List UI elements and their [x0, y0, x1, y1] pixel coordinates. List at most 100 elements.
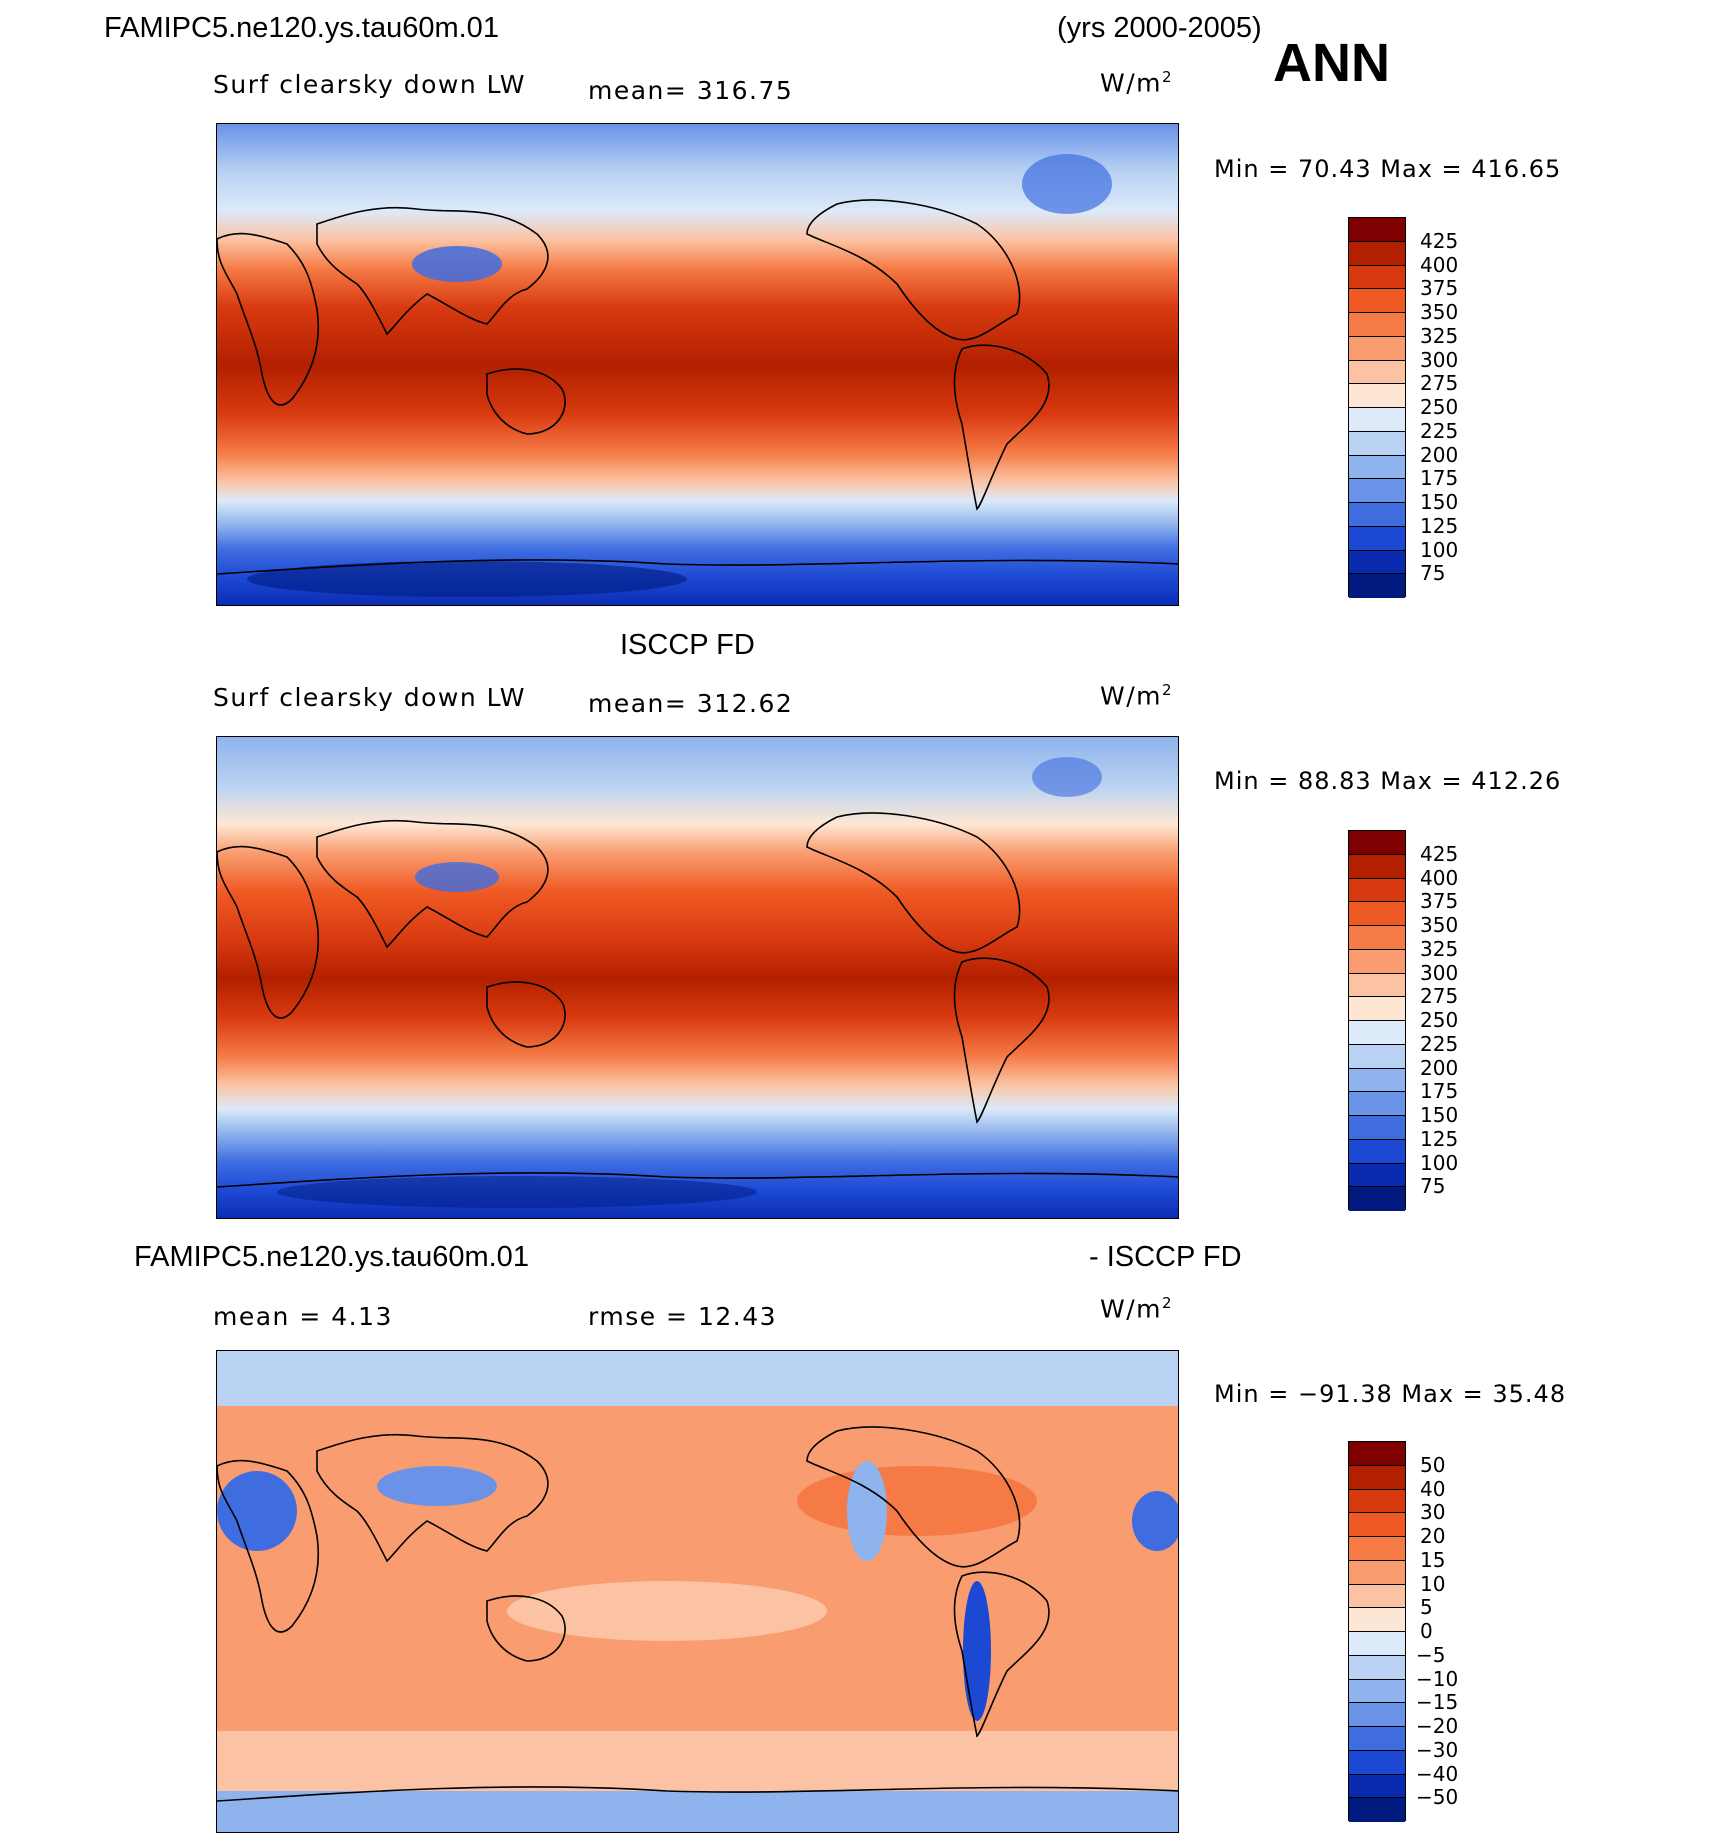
colorbar-tick-label: 10	[1420, 1571, 1446, 1596]
colorbar-swatch	[1349, 1537, 1405, 1561]
panel1-mean-label: mean= 316.75	[588, 76, 794, 105]
colorbar-tick-label: 175	[1420, 1079, 1459, 1104]
colorbar-swatch	[1349, 1442, 1405, 1466]
colorbar-swatch	[1349, 503, 1405, 527]
colorbar-swatch	[1349, 997, 1405, 1021]
colorbar-swatch	[1349, 384, 1405, 408]
panel3-title-right: - ISCCP FD	[1089, 1241, 1242, 1273]
colorbar-tick-label: 200	[1420, 442, 1459, 467]
colorbar-tick-label: 325	[1420, 323, 1459, 348]
colorbar-swatch	[1349, 1655, 1405, 1680]
colorbar-tick-label: 125	[1420, 513, 1459, 538]
colorbar-tick-label: 425	[1420, 841, 1459, 866]
colorbar-swatch	[1349, 289, 1405, 313]
colorbar-tick-label: 400	[1420, 252, 1459, 277]
colorbar-tick-label: 300	[1420, 347, 1459, 372]
panel2-min-max: Min = 88.83 Max = 412.26	[1214, 767, 1562, 795]
colorbar-tick-label: 5	[1420, 1595, 1433, 1620]
colorbar-swatch	[1349, 1092, 1405, 1116]
panel3-colorbar	[1348, 1441, 1406, 1822]
case-title: FAMIPC5.ne120.ys.tau60m.01	[104, 12, 499, 44]
colorbar-tick-label: 125	[1420, 1126, 1459, 1151]
colorbar-swatch	[1349, 1513, 1405, 1537]
panel1-variable-label: Surf clearsky down LW	[213, 70, 527, 99]
colorbar-tick-label: 200	[1420, 1055, 1459, 1080]
panel1-map	[216, 123, 1179, 606]
colorbar-tick-label: −10	[1416, 1666, 1459, 1691]
colorbar-swatch	[1349, 241, 1405, 266]
colorbar-swatch	[1349, 1068, 1405, 1093]
colorbar-tick-label: 75	[1420, 561, 1446, 586]
panel2-variable-label: Surf clearsky down LW	[213, 683, 527, 712]
panel3-min-max: Min = −91.38 Max = 35.48	[1214, 1380, 1567, 1408]
panel2-title: ISCCP FD	[620, 629, 755, 661]
colorbar-tick-label: 50	[1420, 1452, 1446, 1477]
colorbar-swatch	[1349, 949, 1405, 974]
colorbar-swatch	[1349, 218, 1405, 242]
colorbar-tick-label: 150	[1420, 1103, 1459, 1127]
colorbar-tick-label: −50	[1416, 1785, 1459, 1810]
colorbar-swatch	[1349, 574, 1405, 598]
colorbar-swatch	[1349, 313, 1405, 337]
colorbar-swatch	[1349, 1116, 1405, 1140]
colorbar-swatch	[1349, 1727, 1405, 1751]
colorbar-tick-label: 350	[1420, 913, 1459, 937]
panel1-min-max: Min = 70.43 Max = 416.65	[1214, 155, 1562, 183]
panel2-map	[216, 736, 1179, 1219]
panel2-mean-label: mean= 312.62	[588, 689, 794, 718]
colorbar-swatch	[1349, 902, 1405, 926]
colorbar-swatch	[1349, 1703, 1405, 1727]
panel2-colorbar	[1348, 830, 1406, 1211]
colorbar-swatch	[1349, 265, 1405, 290]
coastlines	[217, 199, 1178, 575]
years-label: (yrs 2000-2005)	[1057, 12, 1262, 44]
colorbar-swatch	[1349, 1750, 1405, 1775]
colorbar-swatch	[1349, 1584, 1405, 1609]
colorbar-swatch	[1349, 1560, 1405, 1585]
colorbar-tick-label: 275	[1420, 984, 1459, 1009]
colorbar-tick-label: −15	[1416, 1690, 1459, 1715]
colorbar-swatch	[1349, 360, 1405, 385]
colorbar-tick-label: 40	[1420, 1476, 1446, 1501]
colorbar-tick-label: 15	[1420, 1547, 1446, 1572]
colorbar-swatch	[1349, 1139, 1405, 1164]
colorbar-tick-label: 275	[1420, 371, 1459, 396]
colorbar-tick-label: −30	[1416, 1737, 1459, 1762]
colorbar-swatch	[1349, 526, 1405, 551]
colorbar-tick-label: 175	[1420, 466, 1459, 491]
greenland-cold-region	[1022, 154, 1112, 214]
colorbar-swatch	[1349, 408, 1405, 432]
colorbar-swatch	[1349, 1798, 1405, 1822]
colorbar-tick-label: 350	[1420, 300, 1459, 324]
colorbar-swatch	[1349, 854, 1405, 879]
colorbar-swatch	[1349, 455, 1405, 480]
colorbar-tick-label: 250	[1420, 1008, 1459, 1032]
colorbar-tick-label: 100	[1420, 1150, 1459, 1175]
colorbar-swatch	[1349, 1774, 1405, 1799]
colorbar-tick-label: 375	[1420, 889, 1459, 914]
antarctic-cold-region	[247, 561, 687, 597]
colorbar-swatch	[1349, 1489, 1405, 1514]
colorbar-tick-label: −40	[1416, 1761, 1459, 1786]
colorbar-tick-label: 400	[1420, 865, 1459, 890]
colorbar-swatch	[1349, 1187, 1405, 1211]
panel1-units: W/m2	[1100, 68, 1174, 98]
colorbar-tick-label: 0	[1420, 1619, 1433, 1643]
colorbar-swatch	[1349, 1679, 1405, 1704]
panel3-mean-label: mean = 4.13	[213, 1302, 393, 1331]
colorbar-tick-label: 300	[1420, 960, 1459, 985]
panel2-units: W/m2	[1100, 681, 1174, 711]
colorbar-tick-label: 425	[1420, 228, 1459, 253]
colorbar-tick-label: 225	[1420, 418, 1459, 443]
colorbar-tick-label: 20	[1420, 1524, 1446, 1548]
panel1-colorbar	[1348, 217, 1406, 598]
colorbar-swatch	[1349, 1632, 1405, 1656]
season-label: ANN	[1273, 33, 1390, 93]
colorbar-swatch	[1349, 1465, 1405, 1490]
colorbar-tick-label: 75	[1420, 1174, 1446, 1199]
colorbar-swatch	[1349, 1608, 1405, 1632]
panel3-units: W/m2	[1100, 1294, 1174, 1324]
colorbar-swatch	[1349, 431, 1405, 456]
colorbar-swatch	[1349, 479, 1405, 503]
tibet-cold-region	[412, 246, 502, 282]
